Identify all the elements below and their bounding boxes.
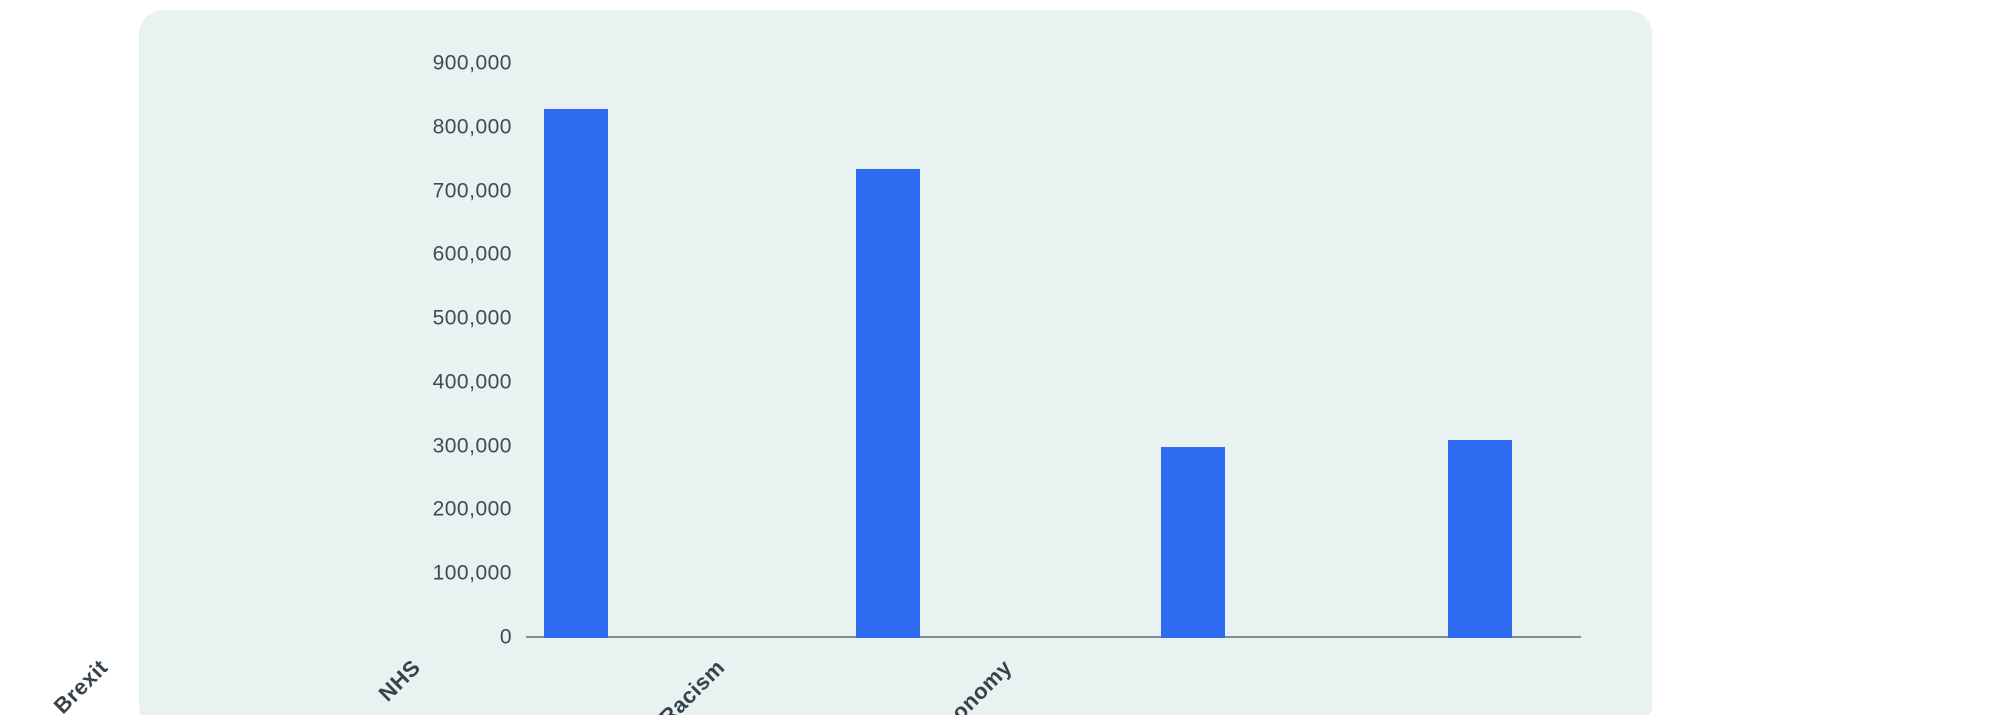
y-tick-label: 600,000 xyxy=(432,242,512,266)
y-tick-label: 300,000 xyxy=(432,434,512,458)
category-label-brexit: Brexit xyxy=(48,654,113,715)
category-label-nhs: NHS xyxy=(373,654,426,707)
y-tick-label: 500,000 xyxy=(432,306,512,330)
category-label-racism: Racism xyxy=(654,654,731,715)
y-tick-label: 900,000 xyxy=(432,51,512,75)
y-tick-label: 800,000 xyxy=(432,115,512,139)
category-label-economy: Economy xyxy=(926,654,1017,715)
bar-economy xyxy=(1447,440,1512,638)
bar-racism xyxy=(1160,446,1225,638)
chart-panel: 0 100,000 200,000 300,000 400,000 500,000 600,… xyxy=(49,10,1652,715)
y-tick-label: 400,000 xyxy=(432,370,512,394)
x-axis-line xyxy=(526,636,1581,638)
y-tick-label: 0 xyxy=(499,625,512,649)
bar-nhs xyxy=(855,169,920,638)
y-tick-label: 700,000 xyxy=(432,179,512,203)
y-tick-label: 200,000 xyxy=(432,497,512,521)
bar-brexit xyxy=(543,108,608,638)
y-tick-label: 100,000 xyxy=(432,561,512,585)
